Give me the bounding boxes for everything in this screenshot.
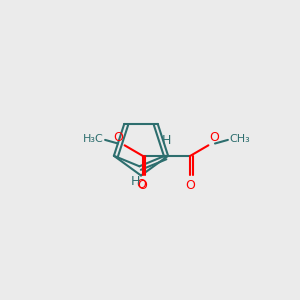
Text: O: O bbox=[210, 130, 220, 143]
Text: H₃C: H₃C bbox=[83, 134, 104, 144]
Text: O: O bbox=[136, 178, 146, 191]
Text: H: H bbox=[131, 175, 140, 188]
Text: O: O bbox=[185, 179, 195, 192]
Text: O: O bbox=[138, 179, 148, 192]
Text: O: O bbox=[113, 130, 123, 143]
Text: CH₃: CH₃ bbox=[229, 134, 250, 144]
Text: H: H bbox=[162, 134, 171, 147]
